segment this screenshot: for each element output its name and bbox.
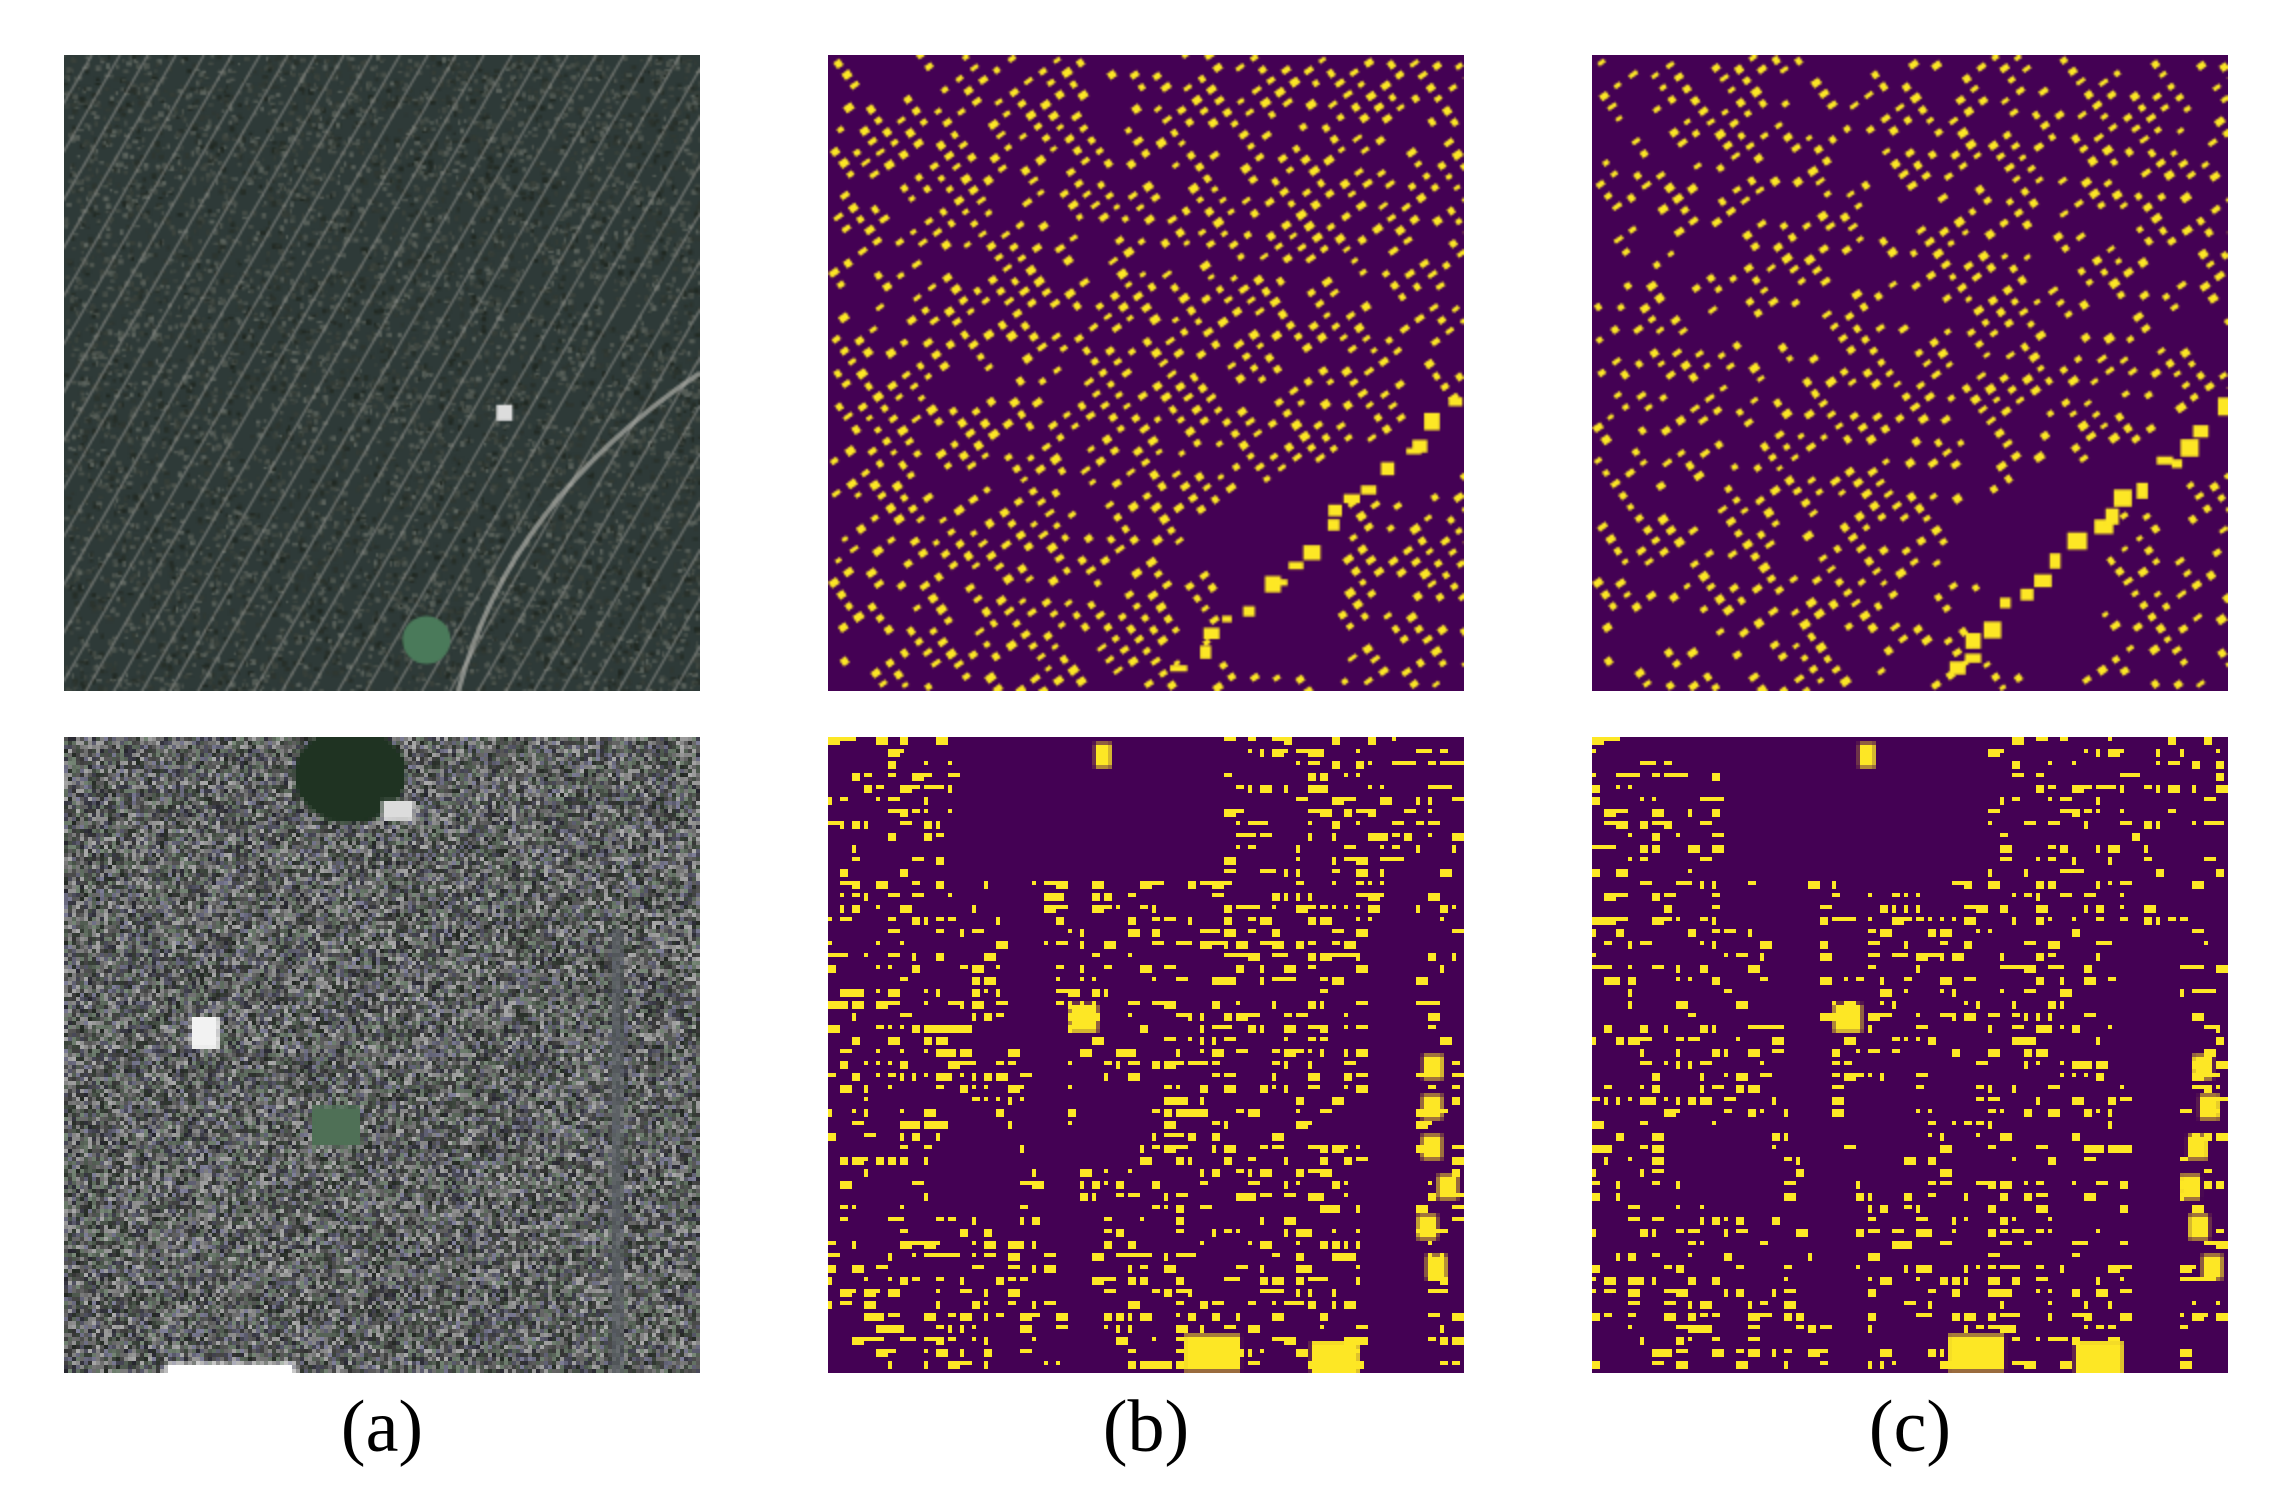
caption-a: (a) bbox=[340, 1386, 424, 1468]
mask-c-row2 bbox=[1592, 737, 2228, 1373]
mask-b-row2 bbox=[828, 737, 1464, 1373]
satellite-image-row1 bbox=[64, 55, 700, 691]
caption-c: (c) bbox=[1868, 1386, 1952, 1468]
mask-c-row2-canvas bbox=[1592, 737, 2228, 1373]
mask-c-row1 bbox=[1592, 55, 2228, 691]
satellite-image-row2-canvas bbox=[64, 737, 700, 1373]
mask-b-row2-canvas bbox=[828, 737, 1464, 1373]
mask-c-row1-canvas bbox=[1592, 55, 2228, 691]
caption-b: (b) bbox=[1102, 1386, 1190, 1468]
mask-b-row1-canvas bbox=[828, 55, 1464, 691]
satellite-image-row1-canvas bbox=[64, 55, 700, 691]
satellite-image-row2 bbox=[64, 737, 700, 1373]
mask-b-row1 bbox=[828, 55, 1464, 691]
